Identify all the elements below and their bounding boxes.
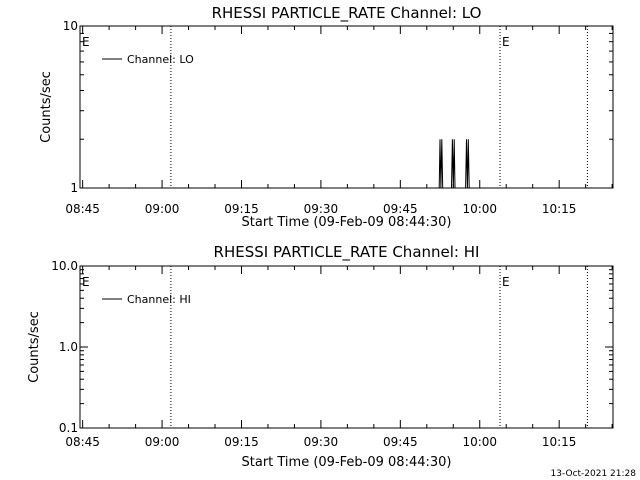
y-tick-label: 10.0 [51,259,78,273]
lo-channel-plot: RHESSI PARTICLE_RATE Channel: LO 08:45 09:… [39,4,614,230]
series-line [438,139,470,189]
y-axis-label: Counts/sec [39,71,54,143]
x-tick-label: 08:45 [65,202,100,216]
plot-frame [79,265,614,429]
x-tick-label: 09:15 [224,435,259,449]
x-tick-label: 09:30 [304,202,339,216]
y-axis-label: Counts/sec [27,311,42,383]
x-tick-label: 10:15 [542,435,577,449]
legend-label: Channel: HI [127,293,191,306]
left-event-marker: E [82,35,90,49]
x-tick-label: 10:00 [462,202,497,216]
chart-title: RHESSI PARTICLE_RATE Channel: HI [214,243,480,262]
x-axis-label: Start Time (09-Feb-09 08:44:30) [242,455,452,470]
legend-label: Channel: LO [127,53,194,66]
x-tick-label: 09:45 [383,202,418,216]
x-tick-label: 09:00 [145,202,180,216]
event-label: E [502,275,510,289]
y-tick-label: 1 [70,181,78,195]
x-tick-label: 09:00 [145,435,180,449]
x-tick-label: 09:15 [224,202,259,216]
x-tick-label: 10:15 [542,202,577,216]
x-tick-label: 09:30 [304,435,339,449]
chart-title: RHESSI PARTICLE_RATE Channel: LO [212,4,482,23]
left-event-marker: E [82,275,90,289]
x-tick-label: 09:45 [383,435,418,449]
x-tick-label: 10:00 [462,435,497,449]
x-tick-label: 08:45 [65,435,100,449]
event-label: E [502,35,510,49]
x-axis-label: Start Time (09-Feb-09 08:44:30) [242,215,452,230]
y-tick-label: 10 [63,19,78,33]
plot-frame [79,25,614,189]
y-tick-label: 0.1 [59,421,78,435]
y-tick-label: 1.0 [59,340,78,354]
hi-channel-plot: RHESSI PARTICLE_RATE Channel: HI 08:45 09:… [27,243,614,470]
footer-timestamp: 13-Oct-2021 21:28 [551,469,637,479]
